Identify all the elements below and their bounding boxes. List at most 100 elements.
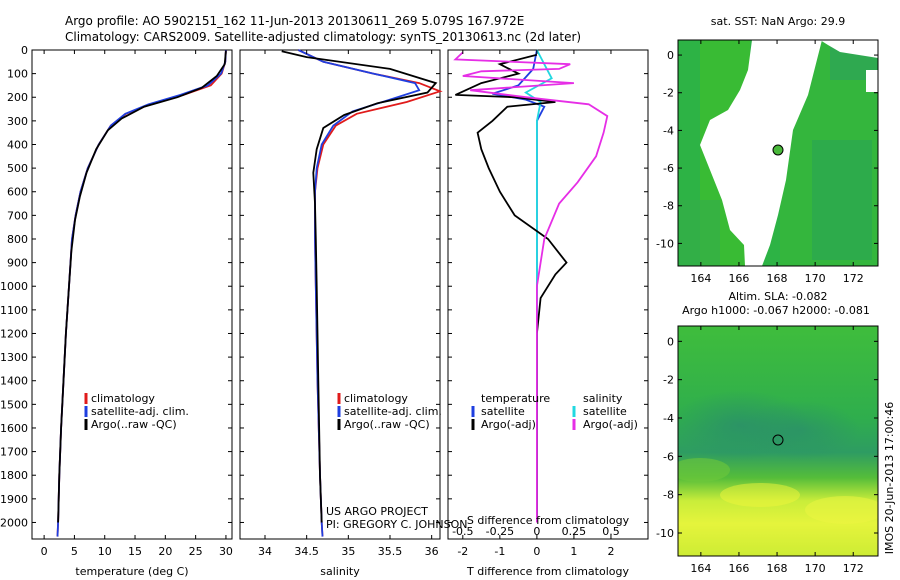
depth-tick-label: 900	[7, 257, 28, 270]
x-tick-label: 35	[341, 545, 355, 558]
sst-missing-data-ne	[820, 40, 878, 58]
x-tick-label: 34.5	[294, 545, 319, 558]
temperature-xlabel: temperature (deg C)	[75, 565, 188, 578]
map-x-tick-label: 166	[728, 272, 749, 285]
map-x-tick-label: 166	[728, 562, 749, 575]
series-line-s-argo-adj-	[453, 51, 609, 523]
depth-tick-label: 0	[21, 44, 28, 57]
map-y-tick-label: -10	[656, 527, 674, 540]
sla-map-axes: 164 166 168 170 172 0 -2 -4 -6 -8 -10	[656, 326, 878, 575]
depth-tick-label: 500	[7, 162, 28, 175]
sla-map-field	[678, 326, 878, 556]
x-tick-label: 1	[570, 545, 577, 558]
x-tick-label: -2	[457, 545, 468, 558]
difference-panel-frame	[447, 49, 649, 540]
project-annotation: US ARGO PROJECT	[326, 505, 428, 518]
depth-tick-label: 1000	[0, 280, 28, 293]
map-y-tick-label: -2	[663, 87, 674, 100]
temperature-series	[56, 49, 227, 537]
temperature-legend: climatology satellite-adj. clim. Argo(..…	[84, 392, 189, 431]
sla-map-frame	[677, 325, 879, 557]
x-tick-label-salinity: 0.25	[562, 525, 587, 538]
salinity-xlabel: salinity	[320, 565, 360, 578]
sst-missing-data	[700, 40, 822, 266]
x-tick-label-salinity: -0.5	[452, 525, 473, 538]
map-x-tick-label: 172	[843, 562, 864, 575]
diff-xlabel-s: S difference from climatology	[467, 514, 630, 527]
map-y-tick-label: -8	[663, 489, 674, 502]
legend-sat-label: satellite-adj. clim.	[344, 405, 442, 418]
map-x-tick-label: 164	[690, 272, 711, 285]
depth-tick-label: 2000	[0, 516, 28, 529]
depth-tick-label: 1700	[0, 446, 28, 459]
x-tick-label: 0	[533, 545, 540, 558]
map-x-tick-label: 164	[690, 562, 711, 575]
depth-tick-label: 1400	[0, 375, 28, 388]
legend-sat-label: satellite-adj. clim.	[91, 405, 189, 418]
x-axis-ticks: 0 5 10 15 20 25 30 34 34.5 35 35.5 36 -2 -1 0 1 2 -0.5 -0.…	[41, 50, 620, 558]
depth-tick-label: 1600	[0, 422, 28, 435]
series-line-satellite-adj-clim-	[56, 49, 227, 537]
legend-t-sat-label: satellite	[481, 405, 525, 418]
depth-tick-label: 100	[7, 68, 28, 81]
diff-xlabel-t: T difference from climatology	[466, 565, 629, 578]
imos-timestamp: IMOS 20-Jun-2013 17:00:46	[883, 402, 896, 555]
sst-map-axes: 164 166 168 170 172 0 -2 -4 -6 -8 -10	[656, 40, 878, 285]
difference-series	[453, 49, 609, 523]
x-tick-label: 30	[219, 545, 233, 558]
x-tick-label: 15	[128, 545, 142, 558]
depth-tick-label: 1900	[0, 493, 28, 506]
sst-map-frame	[677, 39, 879, 267]
series-line-climatology	[56, 49, 227, 537]
depth-tick-label: 700	[7, 209, 28, 222]
map-y-tick-label: 0	[667, 335, 674, 348]
map-y-tick-label: -6	[663, 162, 674, 175]
depth-tick-label: 1800	[0, 469, 28, 482]
x-tick-label: 36	[425, 545, 439, 558]
legend-temperature-title: temperature	[481, 392, 550, 405]
legend-t-argo-label: Argo(-adj)	[481, 418, 536, 431]
map-x-tick-label: 170	[805, 562, 826, 575]
map-y-tick-label: -10	[656, 237, 674, 250]
depth-tick-label: 600	[7, 186, 28, 199]
map-x-tick-label: 170	[805, 272, 826, 285]
legend-argo-label: Argo(..raw -QC)	[344, 418, 430, 431]
map-y-tick-label: -4	[663, 124, 674, 137]
depth-tick-label: 1500	[0, 398, 28, 411]
figure-title-line1: Argo profile: AO 5902151_162 11-Jun-2013…	[65, 14, 524, 28]
legend-s-sat-label: satellite	[583, 405, 627, 418]
map-x-tick-label: 172	[843, 272, 864, 285]
legend-salinity-title: salinity	[583, 392, 623, 405]
map-y-tick-label: -6	[663, 450, 674, 463]
sst-map-field	[678, 40, 878, 266]
legend-argo-label: Argo(..raw -QC)	[91, 418, 177, 431]
pi-annotation: PI: GREGORY C. JOHNSON	[326, 518, 467, 531]
x-tick-label-salinity: -0.25	[486, 525, 514, 538]
x-tick-label: 10	[98, 545, 112, 558]
map-y-tick-label: -4	[663, 412, 674, 425]
x-tick-label: 5	[71, 545, 78, 558]
sst-map-title: sat. SST: NaN Argo: 29.9	[711, 15, 845, 28]
depth-tick-label: 1300	[0, 351, 28, 364]
x-tick-label-salinity: 0.5	[602, 525, 620, 538]
x-tick-label: 25	[189, 545, 203, 558]
series-line-argo-raw-qc-	[57, 51, 227, 523]
salinity-series	[281, 49, 443, 537]
x-tick-label: -1	[494, 545, 505, 558]
depth-tick-label: 300	[7, 115, 28, 128]
map-y-tick-label: -2	[663, 374, 674, 387]
map-y-tick-label: 0	[667, 49, 674, 62]
salinity-panel-frame	[239, 49, 441, 540]
map-x-tick-label: 168	[767, 562, 788, 575]
x-tick-label-salinity: 0	[533, 525, 540, 538]
legend-s-argo-label: Argo(-adj)	[583, 418, 638, 431]
x-tick-label: 34	[258, 545, 272, 558]
series-line-argo-raw-qc-	[281, 50, 438, 523]
depth-axis: 0 100 200 300 400 500 600 700 800 900 1000 1100 1200…	[0, 44, 648, 529]
sla-map-title: Altim. SLA: -0.082	[728, 290, 827, 303]
depth-tick-label: 400	[7, 138, 28, 151]
temperature-panel-frame	[31, 49, 233, 540]
x-tick-label: 0	[41, 545, 48, 558]
map-x-tick-label: 168	[767, 272, 788, 285]
